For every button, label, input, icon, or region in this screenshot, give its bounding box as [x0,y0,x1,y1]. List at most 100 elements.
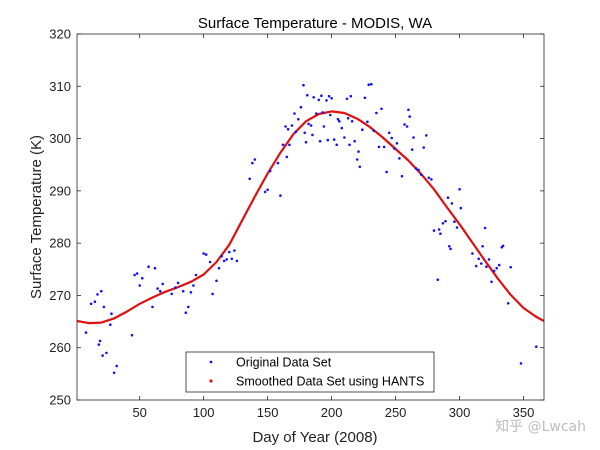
original-data-point [338,120,341,123]
original-data-point [311,133,314,137]
original-data-point [366,120,369,124]
original-data-point [474,264,478,268]
original-data-point [446,196,450,199]
original-data-point [281,143,285,147]
original-data-point [343,136,346,139]
original-data-point [318,139,322,143]
original-data-point [204,253,208,256]
original-data-point [483,226,487,230]
original-data-point [93,300,97,304]
original-data-point [156,287,159,290]
original-data-point [408,115,412,118]
original-data-point [306,93,309,97]
original-data-point [453,220,456,223]
y-tick-label: 300 [49,131,71,146]
original-data-point [340,126,344,130]
original-data-point [202,252,205,255]
original-data-point [109,323,112,327]
original-data-point [153,266,157,270]
original-data-point [380,107,383,111]
original-data-point [187,305,190,309]
original-data-point [325,99,328,102]
original-data-point [96,293,99,296]
original-data-point [215,279,218,283]
original-data-point [98,339,102,343]
original-data-point [349,94,353,98]
original-data-point [487,258,491,261]
original-data-point [312,96,316,99]
original-data-point [485,265,488,269]
original-data-point [361,128,364,131]
original-data-point [174,286,177,289]
original-data-point [387,131,391,135]
x-axis-label: Day of Year (2008) [252,429,377,446]
original-data-point [519,362,523,365]
original-data-point [147,265,150,269]
smoothed-series-line [76,110,545,325]
x-tick-label: 100 [193,405,215,420]
original-data-point [110,312,113,316]
y-tick-label: 290 [49,183,71,198]
original-data-point [385,170,388,174]
original-data-point [382,145,386,149]
original-data-point [225,258,228,261]
x-tick-label: 350 [513,405,535,420]
original-data-point [233,249,236,252]
original-data-point [315,112,318,115]
legend-marker-smoothed [209,379,213,383]
original-data-point [501,244,505,248]
original-data-point [230,257,234,261]
original-data-point [285,155,289,159]
original-data-point [419,173,423,176]
original-data-point [181,289,185,293]
original-data-point [327,94,331,98]
axis-ticks: 50 100 150 200 250 300 350 250 260 270 280 290 300 31… [49,27,544,420]
original-data-point [414,167,418,170]
original-data-point [480,262,483,265]
original-data-point [425,134,428,137]
original-data-point [97,343,101,346]
original-data-point [363,96,367,100]
original-data-point [189,291,193,294]
original-data-point [427,176,431,180]
original-data-point [288,143,291,147]
original-data-point [393,147,396,150]
original-data-point [350,120,354,123]
original-data-point [184,311,188,315]
original-data-point [321,111,325,114]
original-data-point [348,143,351,147]
original-data-point [297,117,300,121]
y-tick-label: 250 [49,393,71,408]
x-tick-label: 50 [132,405,146,420]
y-tick-label: 260 [49,340,71,355]
original-data-point [490,280,493,284]
x-tick-label: 300 [449,405,471,420]
original-data-point [412,136,415,139]
original-data-point [326,138,330,142]
original-data-point [317,98,321,102]
original-data-point [370,82,373,86]
original-data-point [367,83,371,86]
chart-title: Surface Temperature - MODIS, WA [198,15,432,32]
x-tick-label: 200 [321,405,343,420]
original-data-point [407,108,410,112]
original-data-point [346,116,350,120]
legend-label-original: Original Data Set [236,356,332,370]
original-data-point [506,302,510,305]
original-data-point [217,266,221,270]
legend: Original Data Set Smoothed Data Set usin… [185,351,435,393]
original-data-point [105,351,108,355]
original-data-point [102,305,106,309]
x-tick-label: 150 [257,405,279,420]
original-data-point [284,125,287,128]
original-data-point [279,194,282,197]
original-data-point [405,125,409,128]
original-data-point [294,130,298,134]
original-data-point [290,124,294,127]
original-data-point [358,165,362,169]
original-data-point [235,259,239,263]
original-data-point [417,168,420,172]
original-data-point [375,111,378,115]
original-data-point [130,333,134,337]
original-data-point [459,206,463,210]
